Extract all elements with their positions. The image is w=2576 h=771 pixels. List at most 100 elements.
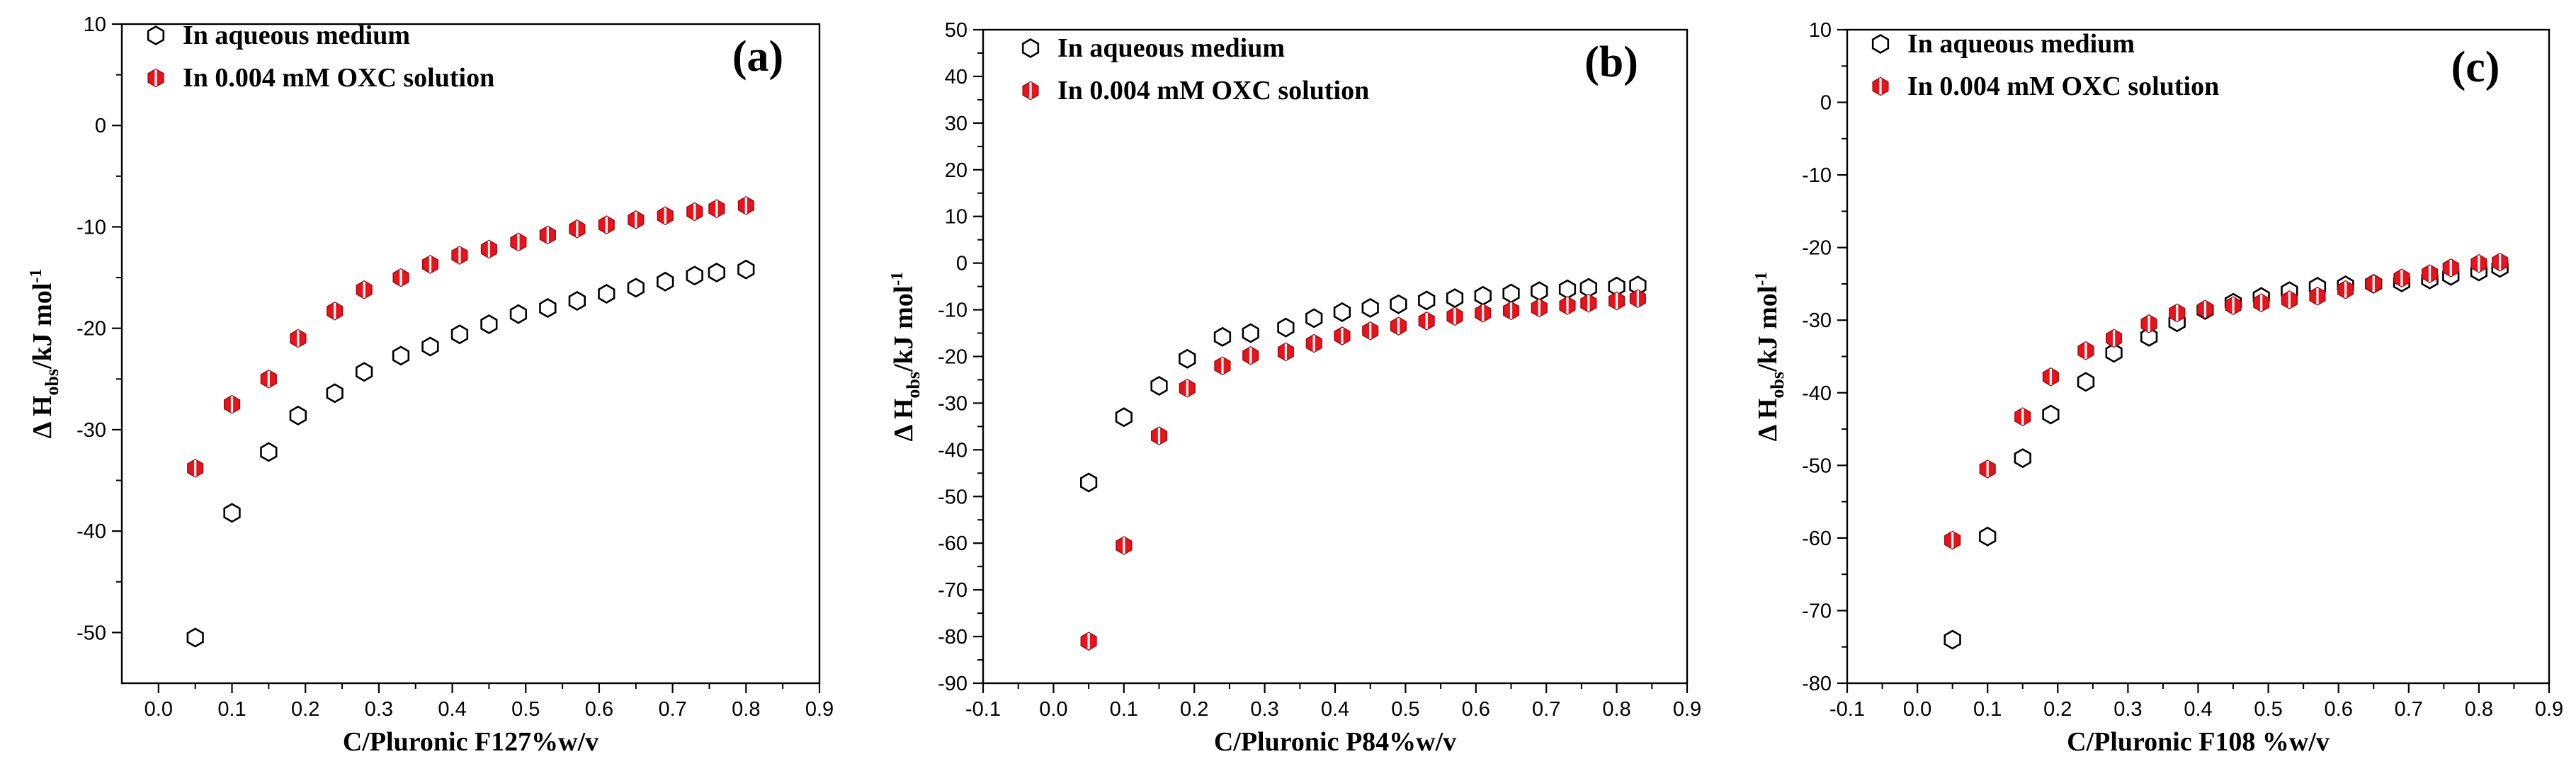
data-point [2365, 274, 2382, 294]
data-point [1277, 342, 1294, 362]
y-tick-label: -60 [938, 532, 968, 555]
data-point [1502, 283, 1520, 304]
y-tick-label: 0 [95, 115, 106, 137]
y-axis-title-main: Δ H [1753, 399, 1783, 442]
data-point-highlight [1951, 532, 1954, 549]
y-tick-label: -10 [1802, 164, 1832, 187]
y-axis-title-unit: /kJ mol [28, 283, 57, 370]
y-axis-title-sup: -1 [27, 269, 45, 283]
y-tick-label: -50 [76, 622, 106, 644]
x-tick-label: 0.7 [658, 698, 686, 721]
data-point-highlight [2260, 295, 2263, 312]
data-point-highlight [715, 200, 718, 217]
data-point [598, 215, 615, 234]
y-tick-label: -30 [76, 419, 106, 442]
data-point-highlight [1087, 633, 1090, 650]
data-point [2140, 326, 2158, 347]
data-point-highlight [194, 459, 197, 476]
data-point [1390, 294, 1407, 314]
data-point [568, 290, 586, 311]
legend-marker [1021, 38, 1040, 58]
data-point-highlight [363, 281, 365, 298]
y-axis-title-sub: obs [903, 372, 924, 399]
data-point [1446, 307, 1463, 326]
data-point-highlight [2021, 409, 2024, 426]
data-point [451, 246, 468, 265]
data-point-highlight [2176, 304, 2179, 321]
y-axis-title-unit: /kJ mol [889, 286, 919, 372]
data-point [1531, 298, 1548, 318]
data-point [2225, 296, 2242, 316]
y-tick-label: -90 [938, 673, 968, 695]
x-tick-label: 0.2 [1180, 698, 1208, 721]
data-point [2196, 299, 2213, 319]
data-point [2337, 280, 2354, 299]
data-point-highlight [2203, 301, 2207, 318]
y-tick-label: -50 [938, 486, 968, 508]
panel-label: (c) [2451, 43, 2500, 91]
series-oxc [1944, 252, 2509, 550]
x-tick-label: 0.4 [438, 698, 466, 721]
x-tick-label: 0.2 [291, 698, 319, 721]
y-axis-title: Δ Hobs/kJ mol-1 [1752, 272, 1788, 442]
data-point [2014, 407, 2031, 426]
data-point-highlight [2400, 270, 2403, 287]
data-point-highlight [230, 396, 234, 413]
data-point [1150, 375, 1168, 396]
data-point-highlight [1249, 347, 1252, 364]
data-point [627, 278, 645, 298]
x-tick-label: 0.3 [365, 698, 393, 721]
data-point [480, 314, 498, 335]
y-axis-title: Δ Hobs/kJ mol-1 [27, 269, 62, 439]
legend-label: In aqueous medium [1907, 29, 2135, 59]
data-point [686, 202, 703, 222]
data-point [2140, 314, 2157, 333]
x-tick-label: 0.5 [1391, 698, 1419, 721]
y-tick-label: -10 [76, 216, 106, 239]
data-point [223, 503, 241, 523]
legend-label: In 0.004 mM OXC solution [183, 63, 494, 93]
x-tick-label: 0.0 [1903, 698, 1931, 721]
x-tick-label: 0.9 [805, 698, 834, 721]
data-point [2470, 253, 2487, 273]
data-point [628, 210, 645, 229]
x-tick-label: 0.7 [2395, 698, 2423, 721]
panel-label: (a) [732, 33, 783, 81]
legend-label: In aqueous medium [183, 21, 410, 50]
data-point-highlight [2499, 253, 2502, 270]
data-point [509, 304, 527, 324]
y-axis-title-sup: -1 [1752, 272, 1771, 286]
y-tick-label: 0 [1820, 92, 1832, 115]
data-point-highlight [1482, 304, 1485, 321]
y-tick-label: -40 [1802, 382, 1832, 405]
y-axis-title-sup: -1 [888, 272, 907, 286]
data-point [327, 301, 344, 321]
series-oxc [1080, 289, 1646, 651]
data-point [2492, 252, 2509, 272]
data-point [1305, 308, 1323, 329]
data-point-highlight [1284, 343, 1288, 360]
legend-marker [147, 25, 165, 45]
x-tick-label: 0.6 [585, 698, 613, 721]
y-axis-title-main: Δ H [28, 396, 57, 439]
data-point [1608, 291, 1625, 311]
data-point [2253, 293, 2270, 312]
data-point [1979, 459, 1996, 479]
chart-panel-3: -0.1 0.0 0.1 0.2 0.3 0.4 0.5 0.6 0.7 0.8 0.9 -80 -70… [1752, 19, 2563, 757]
data-point [1944, 629, 1961, 650]
data-point [539, 225, 556, 245]
chart-panel-2: -0.1 0.0 0.1 0.2 0.3 0.4 0.5 0.6 0.7 0.8 0.9 -90 -80… [888, 19, 1701, 757]
data-point [260, 442, 278, 462]
data-point [1531, 281, 1548, 302]
data-point [2442, 258, 2459, 278]
series-aqueous [1944, 258, 2509, 650]
data-point [1277, 317, 1295, 338]
data-point-highlight [297, 330, 300, 347]
data-point [1214, 356, 1231, 376]
x-tick-label: 0.9 [2535, 698, 2563, 721]
data-point [1475, 303, 1492, 323]
data-point [260, 369, 277, 389]
data-point-highlight [2449, 259, 2452, 276]
data-point-highlight [546, 227, 549, 244]
